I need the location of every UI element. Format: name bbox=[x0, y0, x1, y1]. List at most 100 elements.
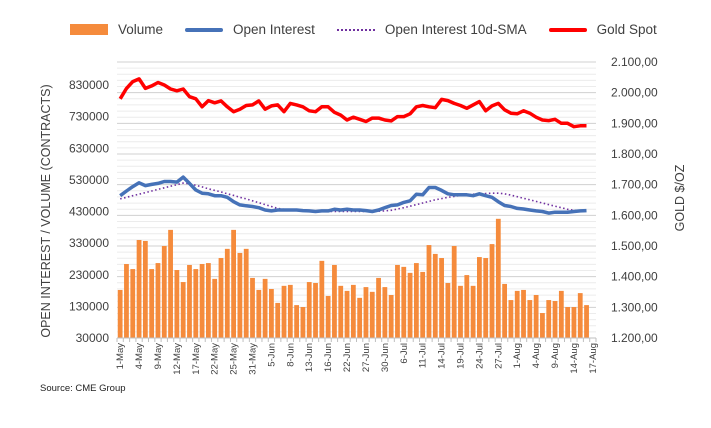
volume-bar bbox=[369, 291, 375, 338]
volume-bar bbox=[117, 289, 123, 338]
y-left-tick-label: 30000 bbox=[76, 331, 110, 345]
x-tick-label: 14-Jul bbox=[437, 343, 448, 369]
volume-bar bbox=[174, 270, 180, 338]
y-left-tick-label: 330000 bbox=[69, 236, 109, 250]
x-tick-label: 1-May bbox=[115, 343, 126, 370]
legend-label: Open Interest 10d-SMA bbox=[384, 22, 527, 37]
x-tick-label: 9-May bbox=[153, 343, 164, 370]
volume-bar bbox=[439, 258, 444, 338]
volume-bar bbox=[413, 263, 419, 338]
volume-bar bbox=[287, 284, 293, 338]
volume-bar bbox=[187, 264, 192, 338]
volume-bar bbox=[357, 297, 363, 338]
volume-bar bbox=[502, 283, 508, 338]
source-note: Source: CME Group bbox=[40, 383, 126, 394]
volume-bar bbox=[161, 246, 167, 338]
volume-bar bbox=[451, 246, 457, 338]
volume-bar bbox=[426, 245, 432, 338]
volume-bar bbox=[521, 289, 526, 338]
series-lines bbox=[118, 77, 587, 215]
volume-bar bbox=[477, 257, 482, 338]
volume-bar bbox=[124, 264, 129, 338]
volume-bar bbox=[350, 284, 356, 338]
volume-bar bbox=[376, 277, 381, 338]
volume-bar bbox=[420, 271, 426, 338]
legend-swatch-open-interest bbox=[185, 27, 224, 32]
legend-swatch-volume bbox=[70, 24, 108, 35]
x-tick-label: 30-Jun bbox=[380, 343, 391, 372]
volume-bar bbox=[142, 240, 148, 338]
volume-bar bbox=[231, 229, 236, 338]
volume-bar bbox=[577, 293, 583, 338]
y-left-tick-label: 730000 bbox=[69, 110, 109, 124]
volume-bar bbox=[344, 290, 350, 338]
volume-bar bbox=[388, 295, 394, 338]
open-interest-sma-line bbox=[120, 182, 587, 213]
volume-bar bbox=[565, 307, 571, 338]
volume-bar bbox=[527, 300, 533, 338]
x-tick-label: 17-Aug bbox=[588, 343, 599, 374]
volume-bar bbox=[464, 275, 470, 338]
volume-bar bbox=[306, 282, 312, 338]
x-tick-label: 4-May bbox=[134, 343, 145, 370]
volume-bar bbox=[281, 285, 287, 338]
volume-bar bbox=[495, 218, 501, 338]
volume-bar bbox=[130, 269, 136, 338]
volume-bar bbox=[363, 287, 369, 338]
volume-bar bbox=[212, 278, 218, 338]
legend-label: Volume bbox=[118, 22, 164, 37]
legend-item-sma: Open Interest 10d-SMA bbox=[336, 22, 527, 37]
x-tick-label: 27-Jun bbox=[361, 343, 372, 372]
volume-bar bbox=[338, 285, 344, 338]
volume-bar bbox=[275, 302, 281, 338]
y-right-tick-label: 1.600,00 bbox=[611, 208, 658, 222]
open-interest-line bbox=[119, 175, 587, 215]
volume-bar bbox=[483, 258, 489, 338]
x-tick-label: 8-Jun bbox=[285, 343, 296, 367]
volume-bar bbox=[332, 264, 337, 338]
legend-item-open-interest: Open Interest bbox=[185, 22, 315, 37]
x-tick-label: 12-May bbox=[172, 343, 183, 375]
volume-bar bbox=[243, 248, 249, 338]
volume-bar bbox=[300, 307, 306, 338]
x-tick-label: 25-May bbox=[229, 343, 240, 375]
x-tick-label: 31-May bbox=[248, 343, 259, 375]
y-left-tick-label: 830000 bbox=[69, 78, 109, 92]
volume-bar bbox=[205, 263, 211, 338]
legend-label: Open Interest bbox=[233, 22, 315, 37]
volume-bar bbox=[571, 307, 577, 338]
x-tick-label: 17-May bbox=[191, 343, 202, 375]
legend-item-gold: Gold Spot bbox=[548, 22, 657, 37]
volume-bar bbox=[432, 253, 438, 338]
volume-bar bbox=[407, 272, 413, 338]
volume-bar bbox=[533, 295, 539, 338]
y-right-tick-label: 1.800,00 bbox=[611, 147, 658, 161]
x-tick-label: 6-Jul bbox=[399, 343, 410, 364]
y-right-tick-label: 1.200,00 bbox=[611, 331, 658, 345]
x-tick-label: 4-Aug bbox=[531, 343, 542, 368]
volume-bar bbox=[149, 269, 155, 338]
volume-bar bbox=[552, 301, 558, 338]
y-left-tick-label: 630000 bbox=[69, 141, 109, 155]
y-axis-left-title: OPEN INTEREST / VOLUME (CONTRACTS) bbox=[39, 84, 53, 337]
legend-swatch-sma bbox=[336, 28, 375, 31]
x-tick-label: 11-Jul bbox=[418, 343, 429, 368]
y-right-tick-label: 1.400,00 bbox=[611, 270, 658, 284]
volume-bar bbox=[294, 305, 300, 338]
volume-bar bbox=[546, 300, 552, 338]
volume-bar bbox=[180, 282, 186, 338]
y-right-tick-label: 2.100,00 bbox=[611, 55, 658, 69]
legend-item-volume: Volume bbox=[70, 22, 163, 37]
volume-bar bbox=[269, 288, 274, 338]
y-right-tick-label: 1.900,00 bbox=[611, 116, 658, 130]
y-right-tick-label: 2.000,00 bbox=[611, 86, 658, 100]
volume-bar bbox=[325, 295, 331, 338]
volume-bars bbox=[117, 218, 589, 338]
y-right-tick-label: 1.500,00 bbox=[611, 239, 658, 253]
y-axis-right-title: GOLD $/OZ bbox=[673, 164, 687, 231]
volume-bar bbox=[250, 277, 255, 338]
volume-bar bbox=[558, 290, 564, 338]
y-left-tick-label: 430000 bbox=[69, 205, 109, 219]
volume-bar bbox=[514, 290, 520, 338]
